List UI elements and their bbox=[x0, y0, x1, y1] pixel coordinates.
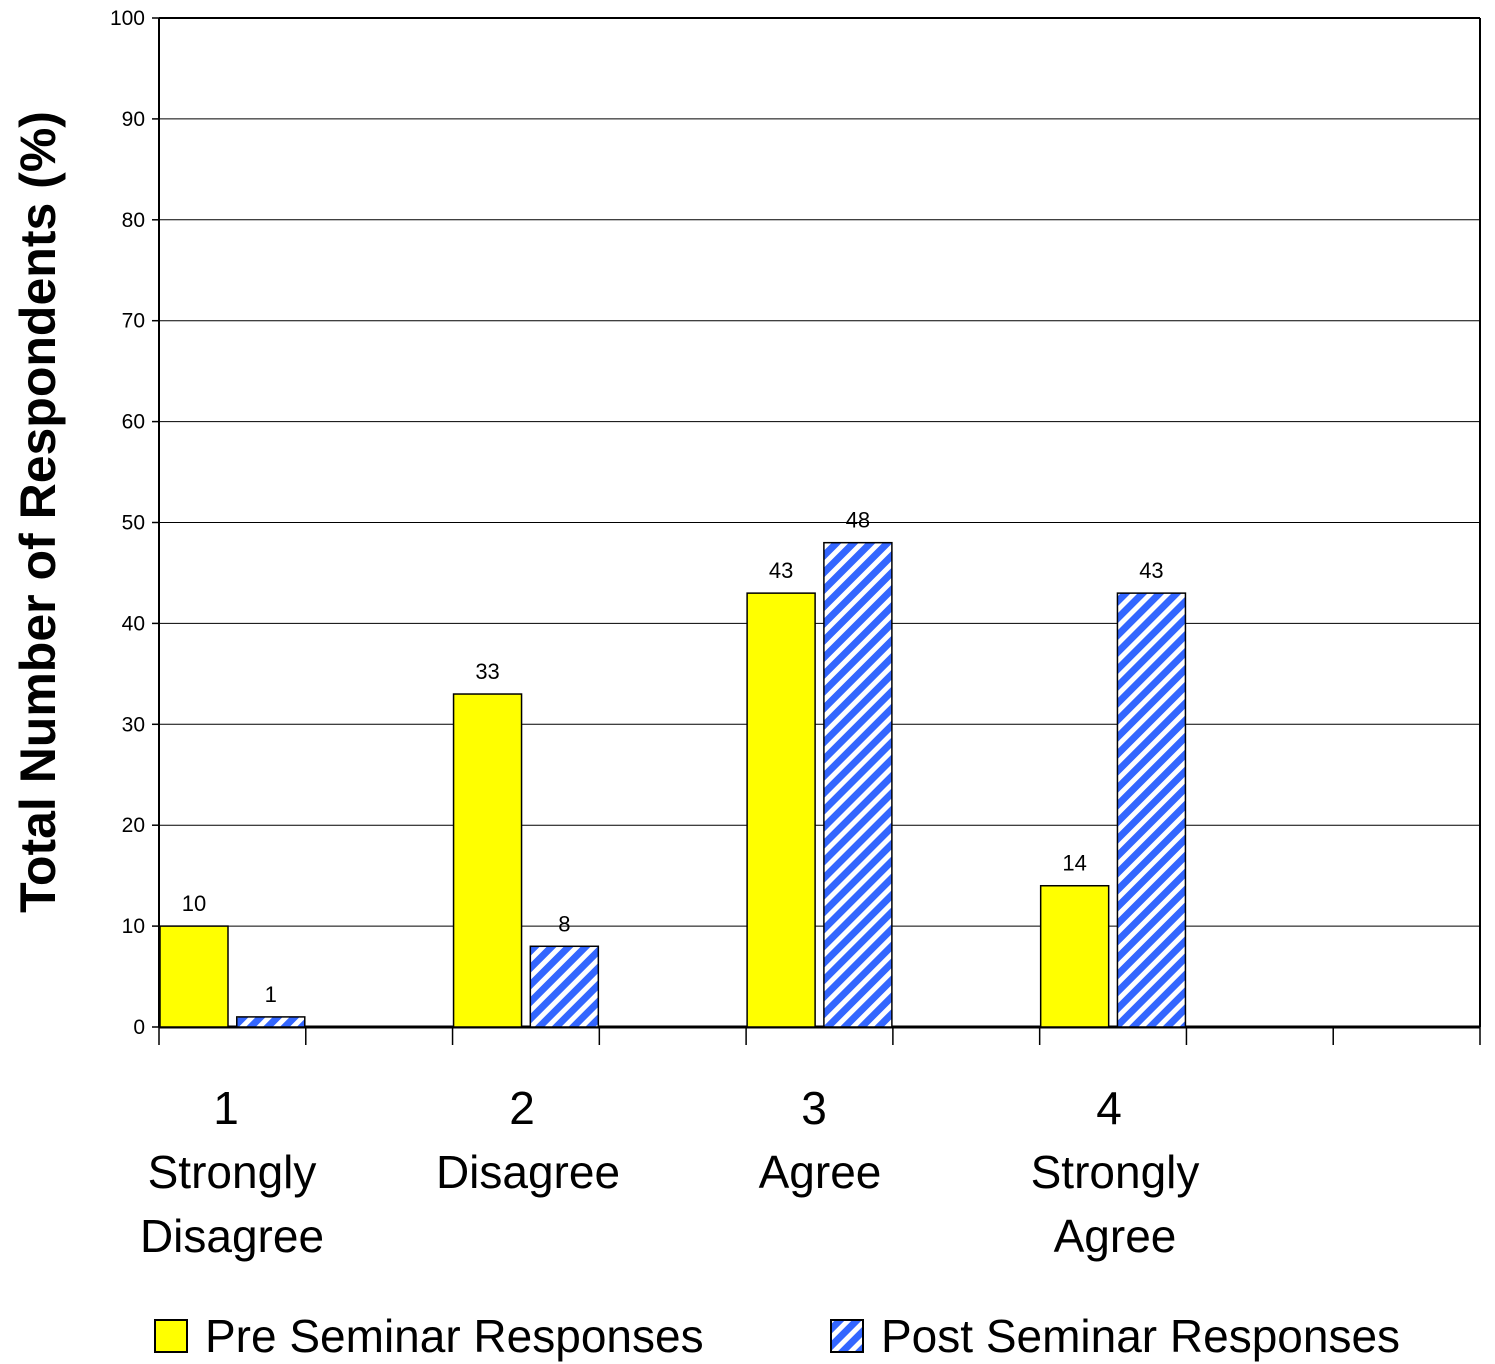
data-label: 8 bbox=[558, 911, 570, 936]
bar-post-2 bbox=[529, 945, 600, 1028]
bar-pre-1 bbox=[159, 925, 229, 1028]
data-label: 1 bbox=[265, 982, 277, 1007]
legend: Pre Seminar Responses Post Seminar Respon… bbox=[154, 1310, 1400, 1362]
bar-pre-2 bbox=[452, 693, 523, 1028]
y-tick-label: 40 bbox=[122, 612, 145, 635]
y-tick-label: 0 bbox=[133, 1016, 145, 1039]
data-labels: 10 33 43 14 1 8 48 43 bbox=[182, 508, 1164, 1007]
bar-post-3 bbox=[823, 541, 893, 1028]
bar-pre-4 bbox=[1039, 884, 1110, 1028]
y-tick-label: 30 bbox=[122, 713, 145, 736]
data-label: 48 bbox=[846, 508, 870, 533]
y-tick-label: 80 bbox=[122, 209, 145, 232]
data-label: 10 bbox=[182, 891, 206, 916]
y-tick-label: 90 bbox=[122, 108, 145, 131]
category-label: 4 Strongly Agree bbox=[1031, 1082, 1200, 1262]
category-label: 3 Agree bbox=[759, 1082, 882, 1198]
legend-label: Post Seminar Responses bbox=[881, 1310, 1400, 1362]
bar-pre-3 bbox=[746, 592, 816, 1028]
legend-swatch-post bbox=[830, 1319, 864, 1353]
gridlines bbox=[159, 17, 1480, 927]
legend-swatch-pre bbox=[154, 1319, 188, 1353]
bar-post-1 bbox=[236, 1016, 306, 1028]
y-axis-title: Total Number of Respondents (%) bbox=[10, 111, 66, 913]
data-label: 14 bbox=[1062, 851, 1086, 876]
y-tick-label: 60 bbox=[122, 411, 145, 434]
bar-post-4 bbox=[1116, 592, 1187, 1028]
data-label: 33 bbox=[475, 659, 499, 684]
category-label: 1 Strongly Disagree bbox=[140, 1082, 324, 1262]
legend-label: Pre Seminar Responses bbox=[205, 1310, 704, 1362]
category-labels: 1 Strongly Disagree 2 Disagree 3 Agree 4 Strongl… bbox=[140, 1082, 1199, 1262]
category-label: 2 Disagree bbox=[436, 1082, 620, 1198]
data-label: 43 bbox=[769, 558, 793, 583]
y-tick-label: 10 bbox=[122, 915, 145, 938]
y-tick-label: 70 bbox=[122, 310, 145, 333]
bars bbox=[159, 541, 1187, 1028]
data-label: 43 bbox=[1139, 558, 1163, 583]
y-tick-label: 20 bbox=[122, 814, 145, 837]
y-tick-label: 50 bbox=[122, 512, 145, 535]
axes: 0 10 20 30 40 50 60 70 80 90 100 bbox=[110, 7, 1481, 1045]
y-tick-label: 100 bbox=[110, 7, 145, 30]
